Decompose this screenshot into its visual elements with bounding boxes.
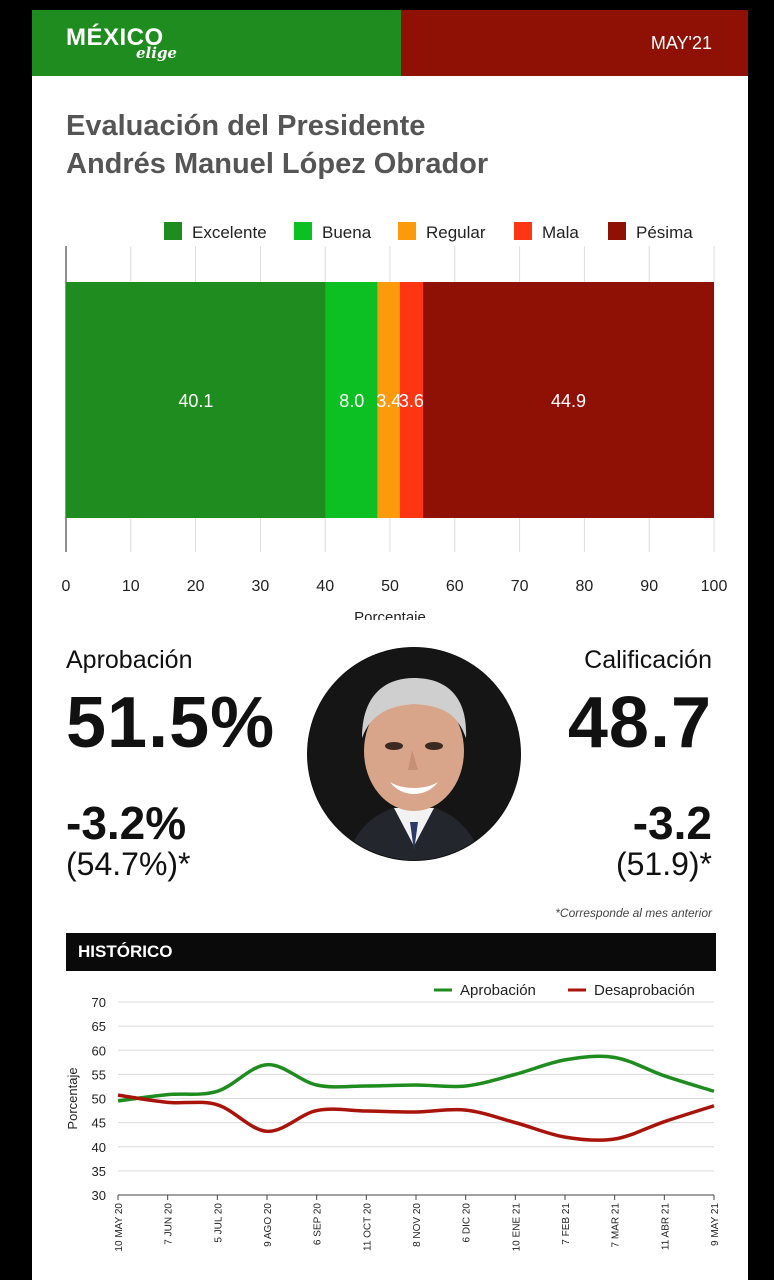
legend-label: Buena: [322, 223, 372, 242]
approval-delta: -3.2%: [66, 797, 187, 849]
bar-value-label: 44.9: [551, 391, 586, 411]
approval-label: Aprobación: [66, 646, 193, 674]
edition-date: MAY'21: [650, 33, 712, 53]
logo-elige: elige: [136, 44, 177, 62]
rating-value: 48.7: [567, 683, 712, 763]
approval-value: 51.5%: [66, 683, 276, 763]
x-tick-label: 6 SEP 20: [313, 1203, 324, 1246]
page-title-line-1: Evaluación del Presidente: [66, 110, 426, 142]
footnote: *Corresponde al mes anterior: [555, 906, 712, 920]
bar-segment: [325, 282, 378, 518]
evaluation-stacked-bar-chart: 0 10 20 30 40 50 60 70 80 90 100 Porcentaje Excelent…: [62, 222, 728, 620]
x-tick-label: 5 JUL 20: [213, 1203, 224, 1243]
header-green-band: MÉXICO elige: [32, 10, 401, 76]
bar-segment: [66, 282, 326, 518]
x-tick-label: 7 FEB 21: [561, 1203, 572, 1245]
series-line: [117, 1093, 715, 1143]
x-tick-label: 10: [122, 578, 140, 595]
x-tick-label: 50: [381, 578, 399, 595]
bar-segment: [399, 282, 424, 518]
approval-previous: (54.7%)*: [66, 846, 191, 882]
legend-swatch: [608, 222, 626, 240]
history-title: HISTÓRICO: [78, 942, 173, 961]
legend-label: Regular: [426, 223, 486, 242]
y-tick-label: 40: [92, 1140, 106, 1155]
history-line-chart: 30 35 40 45 50 55 60 65 70 Porcentaje 10 MAY 20 7 J…: [65, 982, 721, 1252]
x-tick-label: 9 MAY 21: [710, 1203, 721, 1246]
y-tick-label: 55: [92, 1067, 106, 1082]
president-portrait: [307, 647, 521, 861]
legend-label: Aprobación: [460, 982, 536, 999]
legend-swatch: [164, 222, 182, 240]
x-axis-title: Porcentaje: [354, 609, 426, 620]
y-tick-label: 45: [92, 1116, 106, 1131]
x-tick-label: 70: [511, 578, 529, 595]
x-tick-label: 0: [62, 578, 71, 595]
infographic-card: MÉXICO elige MAY'21 Evaluación del Presi…: [32, 10, 748, 1280]
x-tick-label: 90: [640, 578, 658, 595]
bar-value-label: 3.4: [376, 391, 401, 411]
y-tick-label: 50: [92, 1092, 106, 1107]
y-tick-label: 70: [92, 995, 106, 1010]
page-title-line-2: Andrés Manuel López Obrador: [66, 148, 489, 180]
y-tick-label: 65: [92, 1019, 106, 1034]
logo-mexico: MÉXICO: [66, 24, 164, 51]
bar-value-label: 8.0: [339, 391, 364, 411]
rating-delta: -3.2: [632, 797, 712, 849]
legend-label: Pésima: [636, 223, 693, 242]
rating-previous: (51.9)*: [615, 846, 712, 882]
x-tick-label: 9 AGO 20: [263, 1203, 274, 1247]
legend-swatch: [294, 222, 312, 240]
x-tick-label: 7 JUN 20: [164, 1203, 175, 1245]
legend-label: Excelente: [192, 223, 267, 242]
header-red-band: MAY'21: [401, 10, 748, 76]
x-tick-label: 30: [252, 578, 270, 595]
y-tick-label: 60: [92, 1043, 106, 1058]
bar-value-label: 3.6: [399, 391, 424, 411]
series-line: [117, 1054, 715, 1103]
legend-label: Desaprobación: [594, 982, 695, 999]
y-tick-label: 30: [92, 1188, 106, 1203]
x-tick-label: 20: [187, 578, 205, 595]
x-tick-label: 100: [701, 578, 728, 595]
x-tick-label: 11 OCT 20: [362, 1203, 373, 1251]
legend-swatch: [398, 222, 416, 240]
y-tick-label: 35: [92, 1164, 106, 1179]
history-header: HISTÓRICO: [66, 933, 716, 971]
x-tick-label: 10 MAY 20: [114, 1203, 125, 1252]
legend-swatch: [514, 222, 532, 240]
y-axis-title: Porcentaje: [65, 1067, 80, 1129]
x-tick-label: 6 DIC 20: [462, 1203, 473, 1243]
x-tick-label: 7 MAR 21: [611, 1203, 622, 1248]
bar-segment: [377, 282, 400, 518]
x-tick-label: 11 ABR 21: [660, 1203, 671, 1251]
x-tick-label: 40: [316, 578, 334, 595]
bar-segment: [423, 282, 714, 518]
x-tick-label: 60: [446, 578, 464, 595]
x-tick-label: 10 ENE 21: [511, 1203, 522, 1252]
x-tick-label: 80: [576, 578, 594, 595]
legend-label: Mala: [542, 223, 579, 242]
bar-value-label: 40.1: [178, 391, 213, 411]
x-tick-label: 8 NOV 20: [412, 1203, 423, 1247]
rating-label: Calificación: [584, 646, 712, 674]
